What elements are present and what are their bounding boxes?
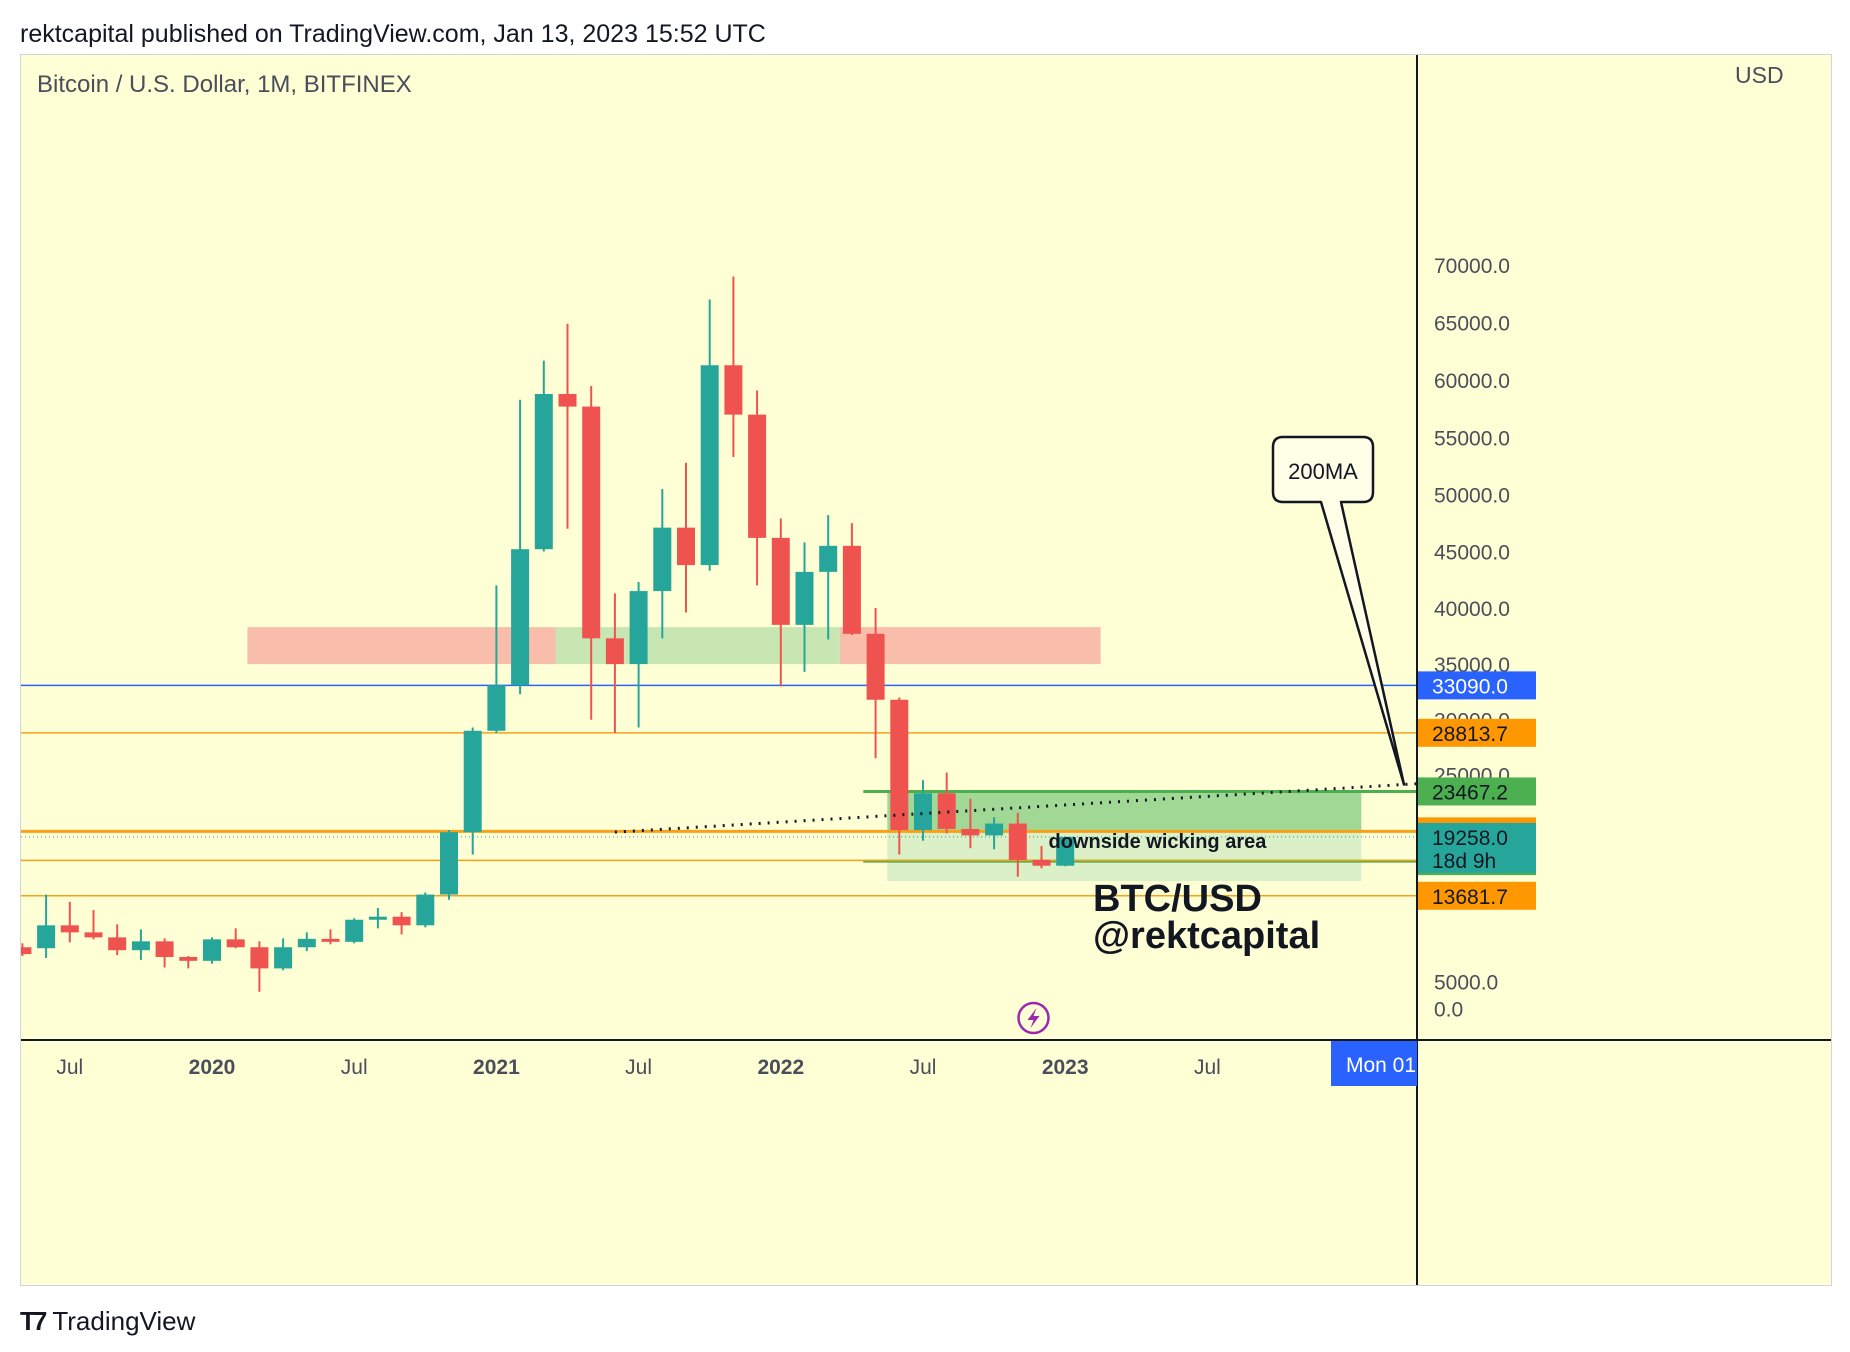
candle-body-8 [203, 939, 221, 961]
x-tick-label-2: Jul [341, 1056, 368, 1079]
candle-body-27 [653, 527, 672, 592]
candle-body-11 [274, 947, 293, 969]
candle-body-20 [487, 685, 506, 731]
candle-body-9 [226, 939, 245, 948]
x-tick-label-3: 2021 [473, 1056, 520, 1079]
candle-body-3 [84, 932, 103, 938]
candle-body-28 [677, 527, 695, 566]
candle-body-26 [629, 591, 648, 665]
candle-body-16 [392, 916, 411, 926]
candle-body-42 [1008, 823, 1027, 860]
price-tag-2-bg [1418, 822, 1536, 873]
chart-area[interactable]: downside wicking area 200MA BTC/USD @rektca… [20, 54, 1832, 1286]
brand-name: TradingView [52, 1306, 196, 1336]
y-tick-label-5: 45000.0 [1434, 541, 1510, 564]
candle-body-30 [724, 365, 743, 415]
candle-body-4 [108, 937, 127, 951]
candle-body-25 [605, 638, 624, 665]
candle-body-22 [534, 393, 553, 550]
price-tag-line-4-bg [1418, 881, 1536, 910]
ma-callout-bubble [1271, 435, 1406, 786]
y-tick-label-4: 50000.0 [1434, 485, 1510, 508]
x-tick-label-5: 2022 [757, 1056, 804, 1079]
price-tag-line-0: 33090.0 [1432, 675, 1508, 698]
x-tick-label-6: Jul [910, 1056, 937, 1079]
candle-body-21 [511, 549, 530, 686]
candle-body-2 [60, 925, 79, 933]
x-tick-label-8: Jul [1194, 1056, 1221, 1079]
candle-body-38 [914, 793, 932, 831]
currency-label: USD [1735, 62, 1784, 88]
ma-callout-text: 200MA [1288, 459, 1358, 484]
y-tick-label-6: 40000.0 [1434, 598, 1510, 621]
candle-body-10 [250, 947, 269, 969]
candle-body-23 [558, 393, 577, 407]
lightning-bolt [1027, 1008, 1040, 1028]
watermark-author: @rektcapital [1093, 915, 1320, 957]
y-tick-label-1: 65000.0 [1434, 313, 1510, 336]
price-tag-2: 19258.0 [1432, 827, 1508, 850]
x-tick-label-0: Jul [56, 1056, 83, 1079]
candle-body-40 [961, 828, 980, 836]
candle-body-33 [795, 571, 814, 625]
support-zone-middle [555, 627, 840, 665]
price-tag-line-1-bg [1418, 718, 1536, 747]
y-tick-label-7: 35000.0 [1434, 654, 1510, 677]
x-tick-label-7: 2023 [1042, 1056, 1089, 1079]
crosshair-date-label: Mon 01 A [1346, 1054, 1435, 1077]
axis-corner [1418, 1041, 1831, 1285]
candle-body-31 [748, 414, 767, 538]
watermark-ticker: BTC/USD [1093, 878, 1262, 920]
y-tick-label-3: 55000.0 [1434, 428, 1510, 451]
candle-body-14 [345, 919, 364, 942]
candle-body-29 [700, 365, 719, 566]
range-box-lower [887, 831, 1362, 882]
price-tag-line-0-bg [1418, 671, 1536, 700]
candle-body-18 [440, 832, 458, 895]
y-tick-label-10: 5000.0 [1434, 971, 1498, 994]
candle-body-6 [155, 941, 174, 957]
wicking-area-label: downside wicking area [1049, 831, 1268, 853]
candle-body-44 [1056, 836, 1075, 866]
y-tick-label-2: 60000.0 [1434, 370, 1510, 393]
y-tick-label-0: 70000.0 [1434, 255, 1510, 278]
candlestick-chart[interactable]: downside wicking area 200MA BTC/USD@rektca… [21, 55, 1832, 1286]
y-tick-label-11: 0.0 [1434, 999, 1463, 1022]
price-tag-2-countdown: 18d 9h [1432, 850, 1496, 873]
candle-body-5 [131, 941, 150, 951]
candle-body-13 [321, 938, 340, 942]
candle-body-36 [866, 633, 885, 700]
published-header: rektcapital published on TradingView.com… [20, 20, 766, 48]
candle-body-12 [297, 938, 316, 948]
candle-body-32 [771, 537, 790, 625]
candle-body-1 [37, 925, 56, 949]
tradingview-footer[interactable]: T7 TradingView [20, 1306, 195, 1337]
price-tag-line-1: 28813.7 [1432, 723, 1508, 746]
candle-body-37 [890, 699, 909, 831]
candle-body-35 [842, 545, 861, 634]
price-tag-0: 23467.2 [1432, 781, 1508, 804]
lightning-icon [1017, 1001, 1050, 1035]
candle-body-7 [179, 956, 198, 961]
x-tick-label-4: Jul [625, 1056, 652, 1079]
candle-body-41 [985, 823, 1004, 836]
candle-body-43 [1032, 859, 1051, 866]
price-tag-line-4: 13681.7 [1432, 886, 1508, 909]
candle-body-19 [463, 730, 482, 833]
candle-body-15 [368, 916, 387, 920]
candle-body-34 [819, 545, 838, 572]
x-tick-label-1: 2020 [189, 1056, 236, 1079]
price-tag-0-bg [1418, 777, 1536, 806]
candle-body-0 [21, 947, 32, 955]
crosshair-date-bg [1331, 1041, 1417, 1086]
candle-body-24 [582, 406, 601, 639]
candle-body-17 [416, 894, 435, 926]
range-box-upper [887, 791, 1362, 832]
tradingview-logo-icon: T7 [20, 1306, 47, 1336]
resistance-zone-left [247, 627, 556, 665]
candle-body-39 [937, 793, 956, 829]
chart-title: Bitcoin / U.S. Dollar, 1M, BITFINEX [37, 71, 412, 98]
